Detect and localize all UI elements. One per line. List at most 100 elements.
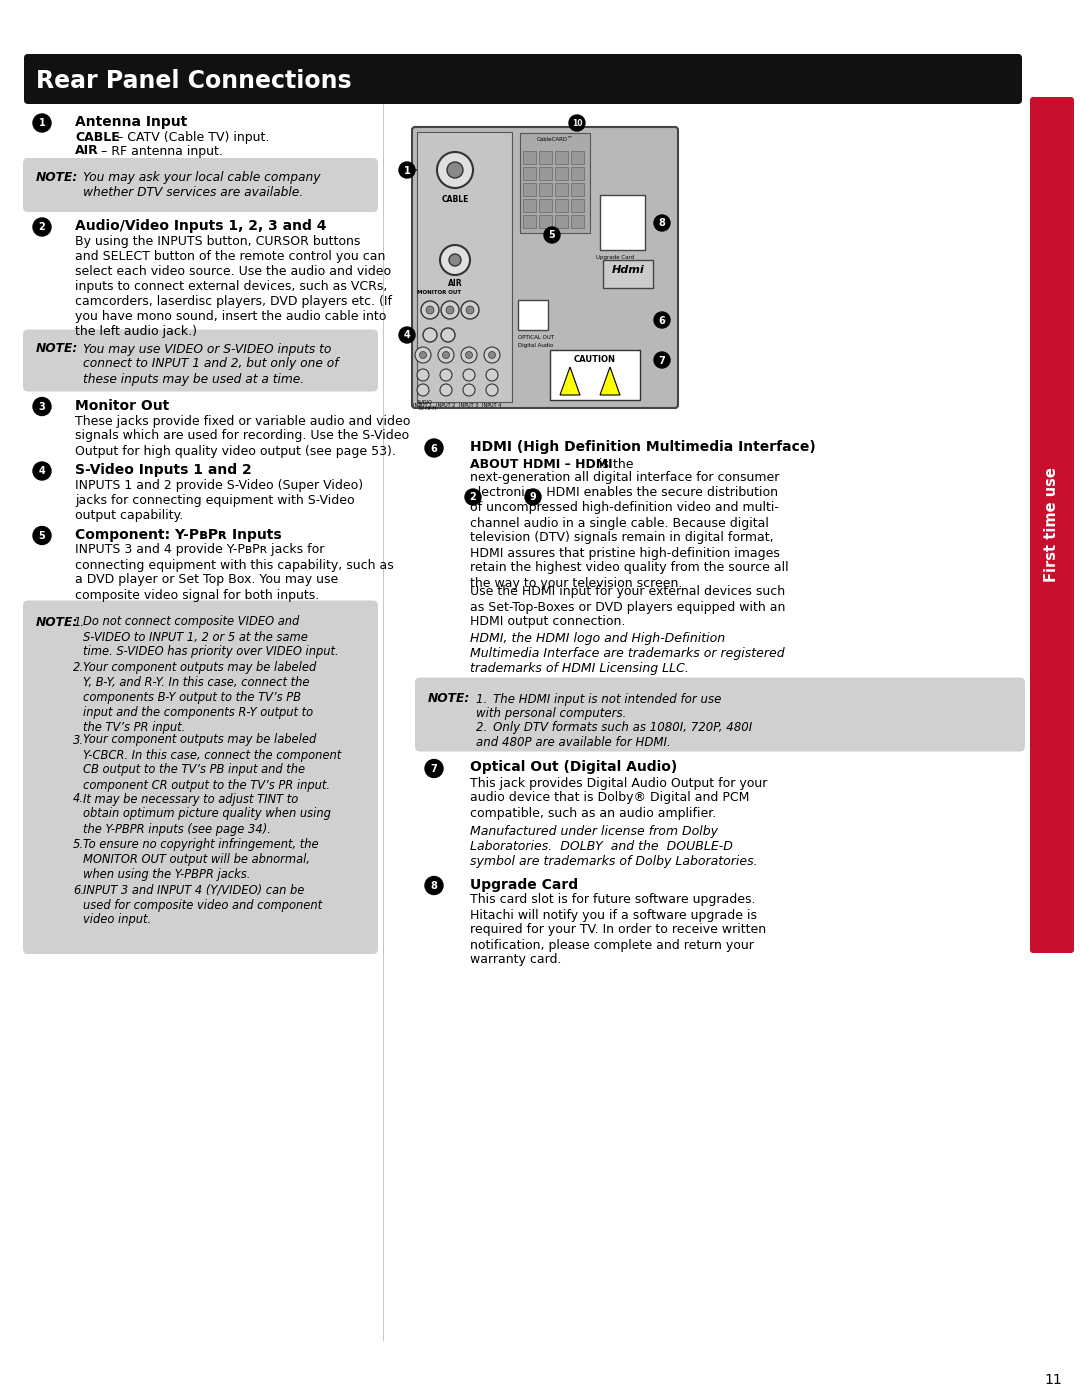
Text: This card slot is for future software upgrades.
Hitachi will notify you if a sof: This card slot is for future software up… [470, 894, 766, 967]
Circle shape [488, 352, 496, 359]
Circle shape [461, 346, 477, 363]
Circle shape [421, 300, 438, 319]
Bar [571, 151, 584, 163]
Text: 5: 5 [549, 231, 555, 240]
Bar [523, 151, 536, 163]
Text: 7: 7 [431, 764, 437, 774]
Text: 5: 5 [39, 531, 45, 541]
Circle shape [417, 384, 429, 395]
Circle shape [399, 162, 415, 177]
Bar [555, 168, 568, 180]
Text: 4: 4 [404, 331, 410, 341]
FancyBboxPatch shape [1030, 96, 1074, 953]
Text: 3.: 3. [73, 733, 84, 746]
Circle shape [654, 312, 670, 328]
Bar [523, 198, 536, 212]
Text: 3: 3 [39, 402, 45, 412]
Bar [555, 215, 568, 228]
Text: INPUTS 3 and 4 provide Y-PʙPʀ jacks for
connecting equipment with this capabilit: INPUTS 3 and 4 provide Y-PʙPʀ jacks for … [75, 543, 394, 602]
Text: NOTE:: NOTE: [36, 342, 78, 355]
Circle shape [440, 369, 453, 381]
Text: You may use VIDEO or S-VIDEO inputs to
connect to INPUT 1 and 2, but only one of: You may use VIDEO or S-VIDEO inputs to c… [83, 342, 339, 386]
Circle shape [465, 306, 474, 314]
Text: INPUT 1: INPUT 1 [414, 402, 433, 408]
Text: Do not connect composite VIDEO and
S-VIDEO to INPUT 1, 2 or 5 at the same
time. : Do not connect composite VIDEO and S-VID… [83, 616, 339, 658]
Bar [555, 198, 568, 212]
Text: 8: 8 [659, 218, 665, 229]
Text: OPTICAL OUT: OPTICAL OUT [518, 335, 554, 339]
Circle shape [33, 218, 51, 236]
Text: 2.: 2. [73, 661, 84, 673]
Circle shape [426, 760, 443, 778]
Bar [539, 151, 552, 163]
Circle shape [33, 398, 51, 415]
Circle shape [441, 300, 459, 319]
Text: 2: 2 [470, 493, 476, 503]
Circle shape [426, 306, 434, 314]
FancyBboxPatch shape [415, 678, 1025, 752]
Circle shape [463, 384, 475, 395]
Text: CAUTION: CAUTION [573, 355, 616, 365]
Text: AUDIO
TO HI-FI: AUDIO TO HI-FI [417, 400, 436, 411]
Text: 1: 1 [39, 119, 45, 129]
Circle shape [446, 306, 454, 314]
Bar [571, 215, 584, 228]
Text: These jacks provide fixed or variable audio and video
signals which are used for: These jacks provide fixed or variable au… [75, 415, 410, 457]
Text: Digital Audio: Digital Audio [518, 344, 553, 348]
Text: HDMI, the HDMI logo and High-Definition
Multimedia Interface are trademarks or r: HDMI, the HDMI logo and High-Definition … [470, 631, 785, 675]
Circle shape [544, 226, 561, 243]
Text: CableCARD™: CableCARD™ [537, 137, 573, 142]
Text: – CATV (Cable TV) input.: – CATV (Cable TV) input. [117, 131, 269, 144]
Text: 6: 6 [431, 443, 437, 454]
Text: You may ask your local cable company
whether DTV services are available.: You may ask your local cable company whe… [83, 170, 321, 198]
FancyBboxPatch shape [23, 330, 378, 391]
Text: Manufactured under license from Dolby
Laboratories.  DOLBY  and the  DOUBLE-D
sy: Manufactured under license from Dolby La… [470, 826, 758, 868]
Circle shape [438, 346, 454, 363]
Bar [539, 198, 552, 212]
Text: Antenna Input: Antenna Input [75, 115, 187, 129]
Text: Upgrade Card: Upgrade Card [596, 256, 634, 260]
Circle shape [415, 346, 431, 363]
Text: MONITOR OUT: MONITOR OUT [417, 291, 461, 295]
Circle shape [525, 489, 541, 504]
Text: HDMI (High Definition Multimedia Interface): HDMI (High Definition Multimedia Interfa… [470, 440, 815, 454]
Bar [539, 183, 552, 196]
FancyBboxPatch shape [23, 158, 378, 212]
Circle shape [417, 369, 429, 381]
Circle shape [486, 384, 498, 395]
Polygon shape [561, 367, 580, 395]
Text: Your component outputs may be labeled
Y-CBCR. In this case, connect the componen: Your component outputs may be labeled Y-… [83, 733, 341, 792]
FancyBboxPatch shape [24, 54, 1022, 103]
Text: INPUT 3 and INPUT 4 (Y/VIDEO) can be
used for composite video and component
vide: INPUT 3 and INPUT 4 (Y/VIDEO) can be use… [83, 883, 322, 926]
Text: 4.: 4. [73, 792, 84, 806]
Circle shape [33, 462, 51, 481]
Circle shape [461, 300, 480, 319]
Bar [571, 198, 584, 212]
Circle shape [423, 328, 437, 342]
Circle shape [426, 439, 443, 457]
Text: INPUT 2: INPUT 2 [436, 402, 456, 408]
Text: AIR: AIR [448, 279, 462, 288]
Text: 1.: 1. [73, 616, 84, 629]
Text: ABOUT HDMI – HDMI: ABOUT HDMI – HDMI [470, 458, 612, 471]
Text: To ensure no copyright infringement, the
MONITOR OUT output will be abnormal,
wh: To ensure no copyright infringement, the… [83, 838, 319, 882]
Bar [519, 133, 590, 233]
Bar [518, 300, 548, 330]
Circle shape [33, 115, 51, 131]
Text: Use the HDMI input for your external devices such
as Set-Top-Boxes or DVD player: Use the HDMI input for your external dev… [470, 585, 785, 629]
Circle shape [486, 369, 498, 381]
Text: CABLE: CABLE [442, 196, 469, 204]
Circle shape [465, 352, 473, 359]
Bar [539, 215, 552, 228]
Text: 2. Only DTV formats such as 1080I, 720P, 480I
and 480P are available for HDMI.: 2. Only DTV formats such as 1080I, 720P,… [476, 721, 753, 750]
Bar [523, 168, 536, 180]
Text: First time use: First time use [1044, 468, 1059, 583]
Bar [523, 215, 536, 228]
Circle shape [33, 527, 51, 545]
Text: 9: 9 [529, 493, 537, 503]
Circle shape [399, 327, 415, 344]
Text: INPUT 3: INPUT 3 [459, 402, 478, 408]
Text: next-generation all digital interface for consumer
electronics. HDMI enables the: next-generation all digital interface fo… [470, 472, 788, 590]
Text: 1: 1 [404, 165, 410, 176]
Bar [600, 196, 645, 250]
